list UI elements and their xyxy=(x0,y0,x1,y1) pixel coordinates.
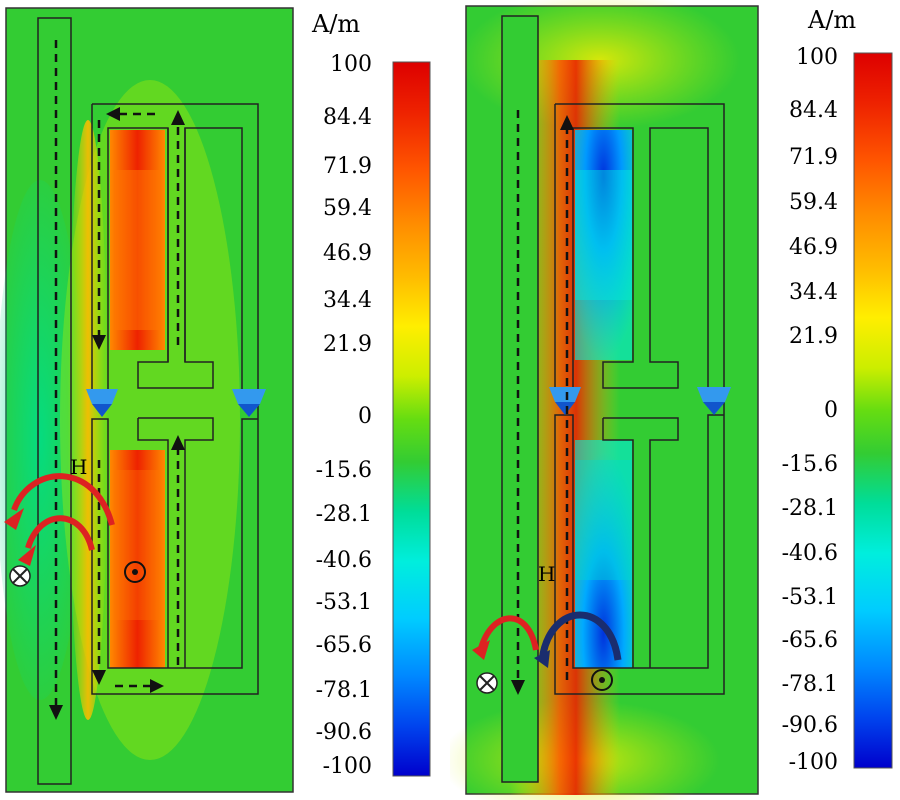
h-field-arrow-navy xyxy=(538,611,622,661)
field-plot-right xyxy=(450,0,893,800)
h-field-arrow-red xyxy=(477,615,539,653)
colorbar-tick: 71.9 xyxy=(323,154,372,179)
colorbar-tick: 100 xyxy=(330,52,372,77)
colorbar-unit: A/m xyxy=(312,10,361,38)
colorbar-tick: -100 xyxy=(322,754,372,779)
into-page-symbol-left xyxy=(9,565,31,587)
out-of-page-symbol-left xyxy=(124,561,146,583)
colorbar-tick: -28.1 xyxy=(781,496,838,521)
colorbar-tick: -90.6 xyxy=(315,720,372,745)
colorbar-tick: -90.6 xyxy=(781,713,838,738)
colorbar-tick: -40.6 xyxy=(315,548,372,573)
feed-line-right xyxy=(501,15,539,783)
colorbar-tick: -53.1 xyxy=(315,590,372,615)
h-field-arrows-left xyxy=(11,473,115,551)
h-field-label: H xyxy=(538,562,556,586)
colorbar-tick: -15.6 xyxy=(781,452,838,477)
colorbar-tick: -65.6 xyxy=(315,633,372,658)
into-page-symbol-right xyxy=(476,672,498,694)
colorbar-unit: A/m xyxy=(808,6,857,34)
port-connector-left-b xyxy=(232,389,266,417)
colorbar-tick: 21.9 xyxy=(789,324,838,349)
feed-line-left xyxy=(37,17,72,785)
out-of-page-symbol-right xyxy=(591,669,613,691)
colorbar-tick: 71.9 xyxy=(789,145,838,170)
colorbar-tick: 34.4 xyxy=(323,288,372,313)
colorbar-tick: 59.4 xyxy=(323,196,372,221)
colorbar-tick: -40.6 xyxy=(781,541,838,566)
colorbar-tick: -78.1 xyxy=(781,672,838,697)
colorbar-tick: 21.9 xyxy=(323,332,372,357)
colorbar-tick: -65.6 xyxy=(781,628,838,653)
colorbar-tick: 0 xyxy=(824,398,838,423)
colorbar-right xyxy=(853,52,893,769)
h-field-label: H xyxy=(70,455,88,479)
colorbar-tick: -100 xyxy=(788,750,838,775)
port-connector-right-b xyxy=(697,387,731,415)
panel-right: A/m H 100 84.4 71.9 59.4 46.9 34.4 21.9 … xyxy=(450,0,900,800)
colorbar-tick: 84.4 xyxy=(323,105,372,130)
port-connector-left-a xyxy=(86,389,118,417)
colorbar-tick: 46.9 xyxy=(789,235,838,260)
colorbar-tick: -53.1 xyxy=(781,585,838,610)
colorbar-tick: 46.9 xyxy=(323,241,372,266)
colorbar-tick: 100 xyxy=(796,45,838,70)
colorbar-tick: -78.1 xyxy=(315,678,372,703)
panel-left: A/m H 100 84.4 71.9 59.4 46.9 34.4 21.9 … xyxy=(0,7,431,793)
colorbar-left xyxy=(392,61,431,777)
port-connector-right-a xyxy=(549,387,581,415)
colorbar-tick: -15.6 xyxy=(315,458,372,483)
cold-region-upper xyxy=(575,130,632,360)
colorbar-tick: 84.4 xyxy=(789,98,838,123)
hot-region-lower xyxy=(110,450,165,668)
current-arrows-right xyxy=(516,110,569,680)
colorbar-tick: 59.4 xyxy=(789,190,838,215)
field-plot-left xyxy=(0,7,431,793)
colorbar-tick: 0 xyxy=(358,404,372,429)
colorbar-tick: 34.4 xyxy=(789,280,838,305)
colorbar-tick: -28.1 xyxy=(315,502,372,527)
